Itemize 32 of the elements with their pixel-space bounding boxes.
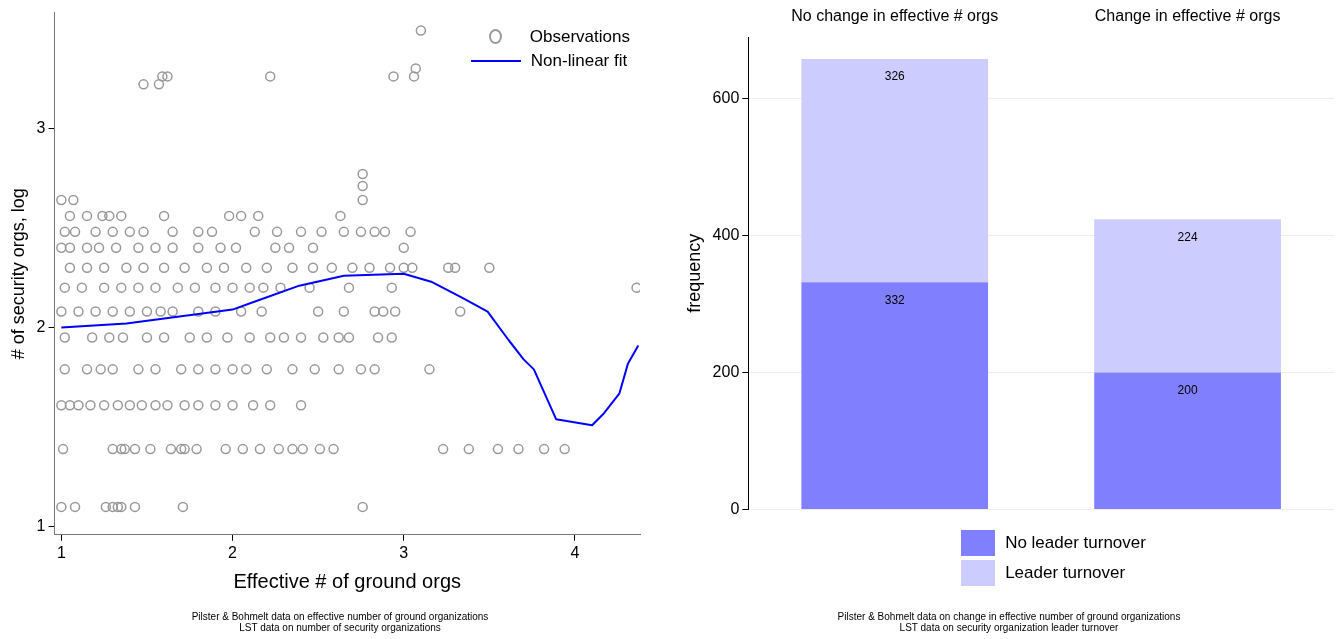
x-axis-title: Effective # of ground orgs <box>233 569 462 592</box>
text: LST data on number of security organizations <box>238 622 442 633</box>
x-tick-label: Change in effective # orgs <box>1094 7 1281 25</box>
y-tick-label: 3 <box>36 118 46 136</box>
y-tick-label: 400 <box>712 226 740 244</box>
data-label: 332 <box>884 292 906 307</box>
bar <box>801 59 989 283</box>
bar <box>1094 219 1281 373</box>
text: Pilster & Bohmelt data on effective number of ground organizations <box>190 611 490 622</box>
y-tick-label: 2 <box>36 317 46 335</box>
data-label: 224 <box>1177 229 1198 244</box>
y-tick-label: 600 <box>712 89 740 107</box>
y-tick-label: 200 <box>712 362 740 380</box>
x-tick-label: No change in effective # orgs <box>791 7 999 25</box>
x-tick-label: 2 <box>228 543 238 561</box>
bar <box>1094 372 1281 509</box>
x-tick-label: 3 <box>399 543 409 561</box>
x-tick-label: 1 <box>56 543 66 561</box>
data-label: 326 <box>884 69 906 84</box>
bar <box>801 282 989 509</box>
y-tick-label: 1 <box>36 517 46 535</box>
legend-label: Non-linear fit <box>530 50 628 71</box>
y-tick-label: 0 <box>730 499 740 517</box>
data-label: 200 <box>1177 382 1198 397</box>
legend-label: Leader turnover <box>1005 563 1126 583</box>
text: LST data on security organization leader turnover <box>898 622 1120 633</box>
legend-label: No leader turnover <box>1005 533 1146 553</box>
text: Pilster & Bohmelt data on change in effective number of ground organizations <box>836 611 1182 622</box>
x-tick-label: 4 <box>570 543 580 561</box>
y-axis-title: frequency <box>683 233 704 313</box>
legend-label: Observations <box>529 26 630 47</box>
y-axis-title: # of security orgs, log <box>7 188 28 360</box>
